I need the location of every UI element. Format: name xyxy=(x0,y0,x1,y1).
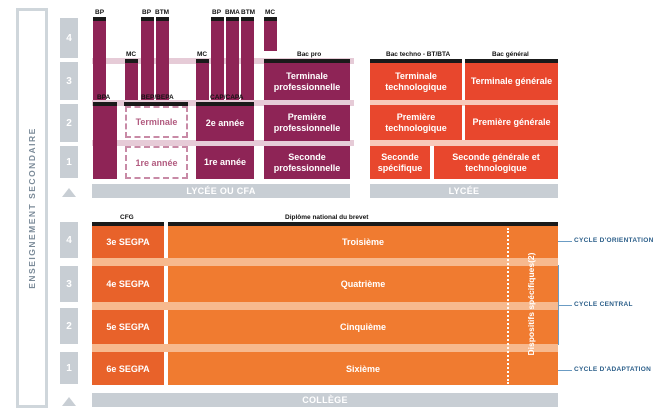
cap-bar xyxy=(93,102,117,106)
mc-block xyxy=(264,21,277,51)
bp-block xyxy=(141,21,154,100)
cap-deuxieme-annee: 2e année xyxy=(196,106,254,141)
cap-bar xyxy=(168,222,558,226)
cap-cfg: CFG xyxy=(120,214,134,221)
cap-bpa: BPA xyxy=(97,94,111,101)
cycle-connector xyxy=(558,241,572,242)
btm-block xyxy=(241,21,254,100)
segpa-6e: 6e SEGPA xyxy=(92,352,164,385)
cap-btm: BTM xyxy=(155,9,170,16)
cap-bar xyxy=(125,59,138,63)
terminale-dashed: Terminale xyxy=(125,106,188,138)
level-1-upper: 1 xyxy=(60,146,78,178)
band xyxy=(370,140,558,146)
terminale-pro: Terminale professionnelle xyxy=(264,63,350,100)
cycle-connector xyxy=(558,305,572,306)
cap-bma: BMA xyxy=(225,9,240,16)
band xyxy=(370,100,558,106)
cap-mc: MC xyxy=(197,51,208,58)
cap-bar xyxy=(196,102,254,106)
band xyxy=(92,258,558,266)
classe-quatrieme: Quatrième xyxy=(168,266,558,302)
seconde-pro: Seconde professionnelle xyxy=(264,146,350,179)
segpa-5e: 5e SEGPA xyxy=(92,310,164,344)
cap-bar xyxy=(241,17,254,21)
mc-block xyxy=(196,63,209,100)
seconde-specifique: Seconde spécifique xyxy=(370,146,430,179)
cap-bar xyxy=(211,17,224,21)
level-2-upper: 2 xyxy=(60,104,78,142)
cap-bar xyxy=(196,59,209,63)
college-label: COLLÈGE xyxy=(92,393,558,407)
premiere-techno: Première technologique xyxy=(370,105,462,140)
cap-bar xyxy=(226,17,239,21)
cap-bp: BP xyxy=(212,9,222,16)
cap-bar xyxy=(141,17,154,21)
cap-bar xyxy=(156,17,169,21)
level-3-upper: 3 xyxy=(60,62,78,100)
terminale-generale: Terminale générale xyxy=(465,63,558,100)
dispositifs-label: Dispositifs spécifiques(2) xyxy=(526,252,536,356)
bpa-block xyxy=(93,106,117,179)
seconde-generale: Seconde générale et technologique xyxy=(434,146,558,179)
bp-block xyxy=(93,21,106,100)
terminale-techno: Terminale technologique xyxy=(370,63,462,100)
cycle-central: CYCLE CENTRAL xyxy=(574,301,633,308)
premiere-generale: Première générale xyxy=(465,105,558,140)
btm-block xyxy=(156,21,169,100)
cap-bar xyxy=(93,17,106,21)
mc-block xyxy=(125,63,138,100)
segpa-4e: 4e SEGPA xyxy=(92,266,164,302)
side-frame xyxy=(16,8,48,408)
classe-troisieme: Troisième xyxy=(168,226,558,258)
cap-mc: MC xyxy=(126,51,137,58)
premiere-pro: Première professionnelle xyxy=(264,105,350,141)
classe-cinquieme: Cinquième xyxy=(168,310,558,344)
cycle-adaptation: CYCLE D'ADAPTATION xyxy=(574,366,652,373)
cycle-orientation: CYCLE D'ORIENTATION xyxy=(574,237,654,244)
classe-sixieme: Sixième xyxy=(168,352,558,385)
level-3-lower: 3 xyxy=(60,266,78,302)
cap-bac-techno: Bac techno - BT/BTA xyxy=(386,51,451,58)
dispositifs-divider xyxy=(507,228,509,384)
cap-bac-pro: Bac pro xyxy=(297,51,322,58)
cap-bac-general: Bac général xyxy=(492,51,529,58)
arrow-up-icon xyxy=(62,397,76,406)
cap-brevet: Diplôme national du brevet xyxy=(285,214,369,221)
cap-bar xyxy=(370,59,462,63)
cap-mc: MC xyxy=(265,9,276,16)
premiere-annee-dashed: 1re année xyxy=(125,146,188,179)
cap-premiere-annee: 1re année xyxy=(196,146,254,179)
cap-bar xyxy=(264,17,277,21)
cap-btm: BTM xyxy=(241,9,256,16)
side-label: ENSEIGNEMENT SECONDAIRE xyxy=(27,127,37,289)
cap-bp: BP xyxy=(95,9,105,16)
cap-bar xyxy=(92,222,164,226)
level-1-lower: 1 xyxy=(60,352,78,384)
band xyxy=(92,140,354,146)
lycee-label: LYCÉE xyxy=(370,184,558,198)
cycle-connector xyxy=(558,370,572,371)
cap-bar xyxy=(124,102,188,106)
bp-block xyxy=(211,21,224,100)
level-4-upper: 4 xyxy=(60,18,78,58)
cap-bar xyxy=(264,59,350,63)
level-4-lower: 4 xyxy=(60,222,78,258)
cap-bp: BP xyxy=(142,9,152,16)
cap-bep-bepa: BEP/BEPA xyxy=(141,94,174,101)
cap-cap-capa: CAP/CAPA xyxy=(210,94,244,101)
segpa-3e: 3e SEGPA xyxy=(92,226,164,258)
lycee-cfa-label: LYCÉE OU CFA xyxy=(92,184,350,198)
band xyxy=(92,344,558,352)
cap-bar xyxy=(465,59,558,63)
level-2-lower: 2 xyxy=(60,308,78,344)
bma-block xyxy=(226,21,239,100)
arrow-up-icon xyxy=(62,188,76,197)
band xyxy=(92,302,558,310)
